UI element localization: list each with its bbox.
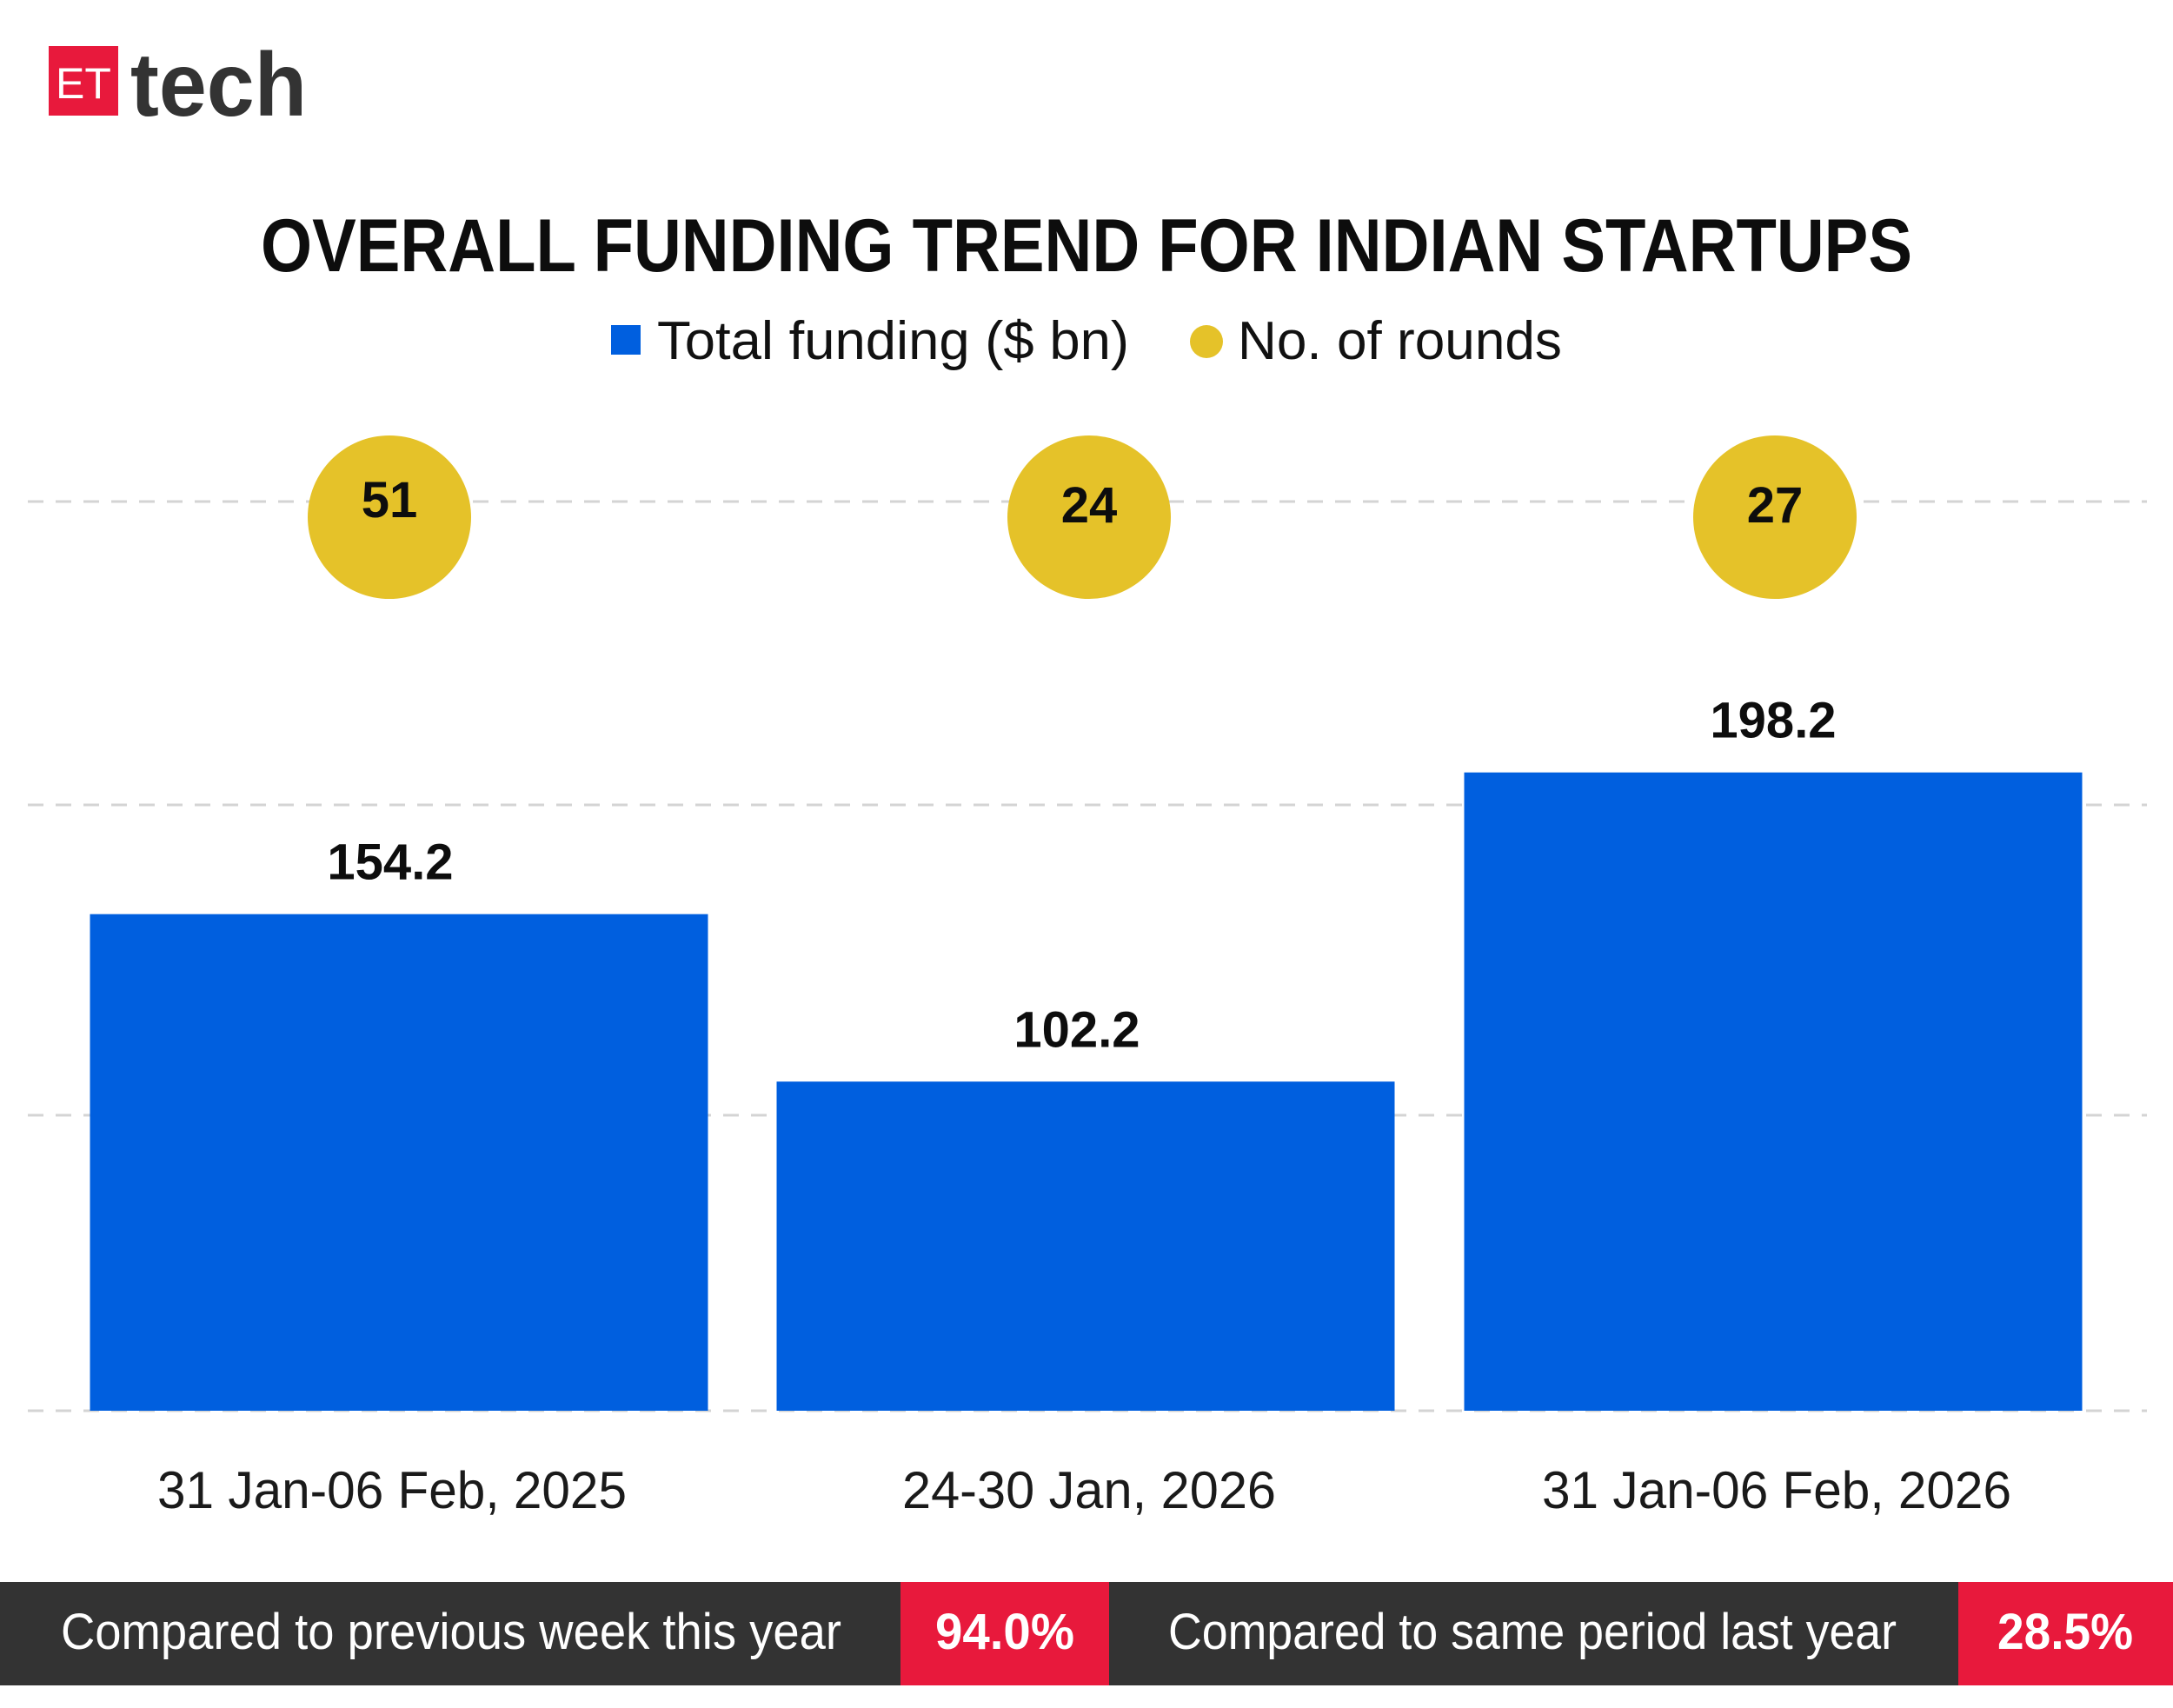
rounds-bubble [1007,435,1171,599]
chart-title: OVERALL FUNDING TREND FOR INDIAN STARTUP… [261,204,1912,288]
footer-value-2: 28.5% [1997,1604,2133,1660]
logo-word: tech [130,35,307,136]
legend: Total funding ($ bn) No. of rounds [611,311,1562,371]
bar-funding [90,914,708,1411]
rounds-value-label: 27 [1747,477,1804,534]
logo-box-text: ET [56,59,111,108]
bar-value-label: 102.2 [1013,1001,1140,1058]
legend-label-funding: Total funding ($ bn) [657,311,1129,371]
rounds-bubbles: 51 24 27 [308,435,1857,599]
rounds-bubble [1693,435,1857,599]
logo-box [49,46,118,116]
legend-circle-icon [1190,325,1223,358]
bar-funding [776,1081,1395,1411]
footer-label-1: Compared to previous week this year [61,1604,841,1660]
footer-badge-2 [1958,1582,2173,1685]
rounds-value-label: 24 [1061,477,1118,534]
footer-badge-1 [900,1582,1109,1685]
rounds-value-label: 51 [362,472,418,528]
x-axis-label: 31 Jan-06 Feb, 2025 [157,1461,627,1519]
footer-value-1: 94.0% [935,1604,1074,1660]
bar-value-label: 198.2 [1710,693,1836,749]
legend-square-icon [611,325,641,355]
footer-bar: Compared to previous week this year 94.0… [0,1582,2173,1685]
bars: 154.2 102.2 198.2 [90,693,2083,1411]
et-tech-logo: ET tech [49,35,307,136]
x-axis-label: 24-30 Jan, 2026 [902,1461,1276,1519]
x-axis-label: 31 Jan-06 Feb, 2026 [1542,1461,2011,1519]
rounds-bubble [308,435,471,599]
legend-label-rounds: No. of rounds [1238,311,1562,371]
bar-funding [1464,772,2083,1411]
bar-value-label: 154.2 [327,834,453,891]
footer-label-2: Compared to same period last year [1168,1604,1897,1660]
x-axis-labels: 31 Jan-06 Feb, 2025 24-30 Jan, 2026 31 Jan… [157,1461,2011,1519]
